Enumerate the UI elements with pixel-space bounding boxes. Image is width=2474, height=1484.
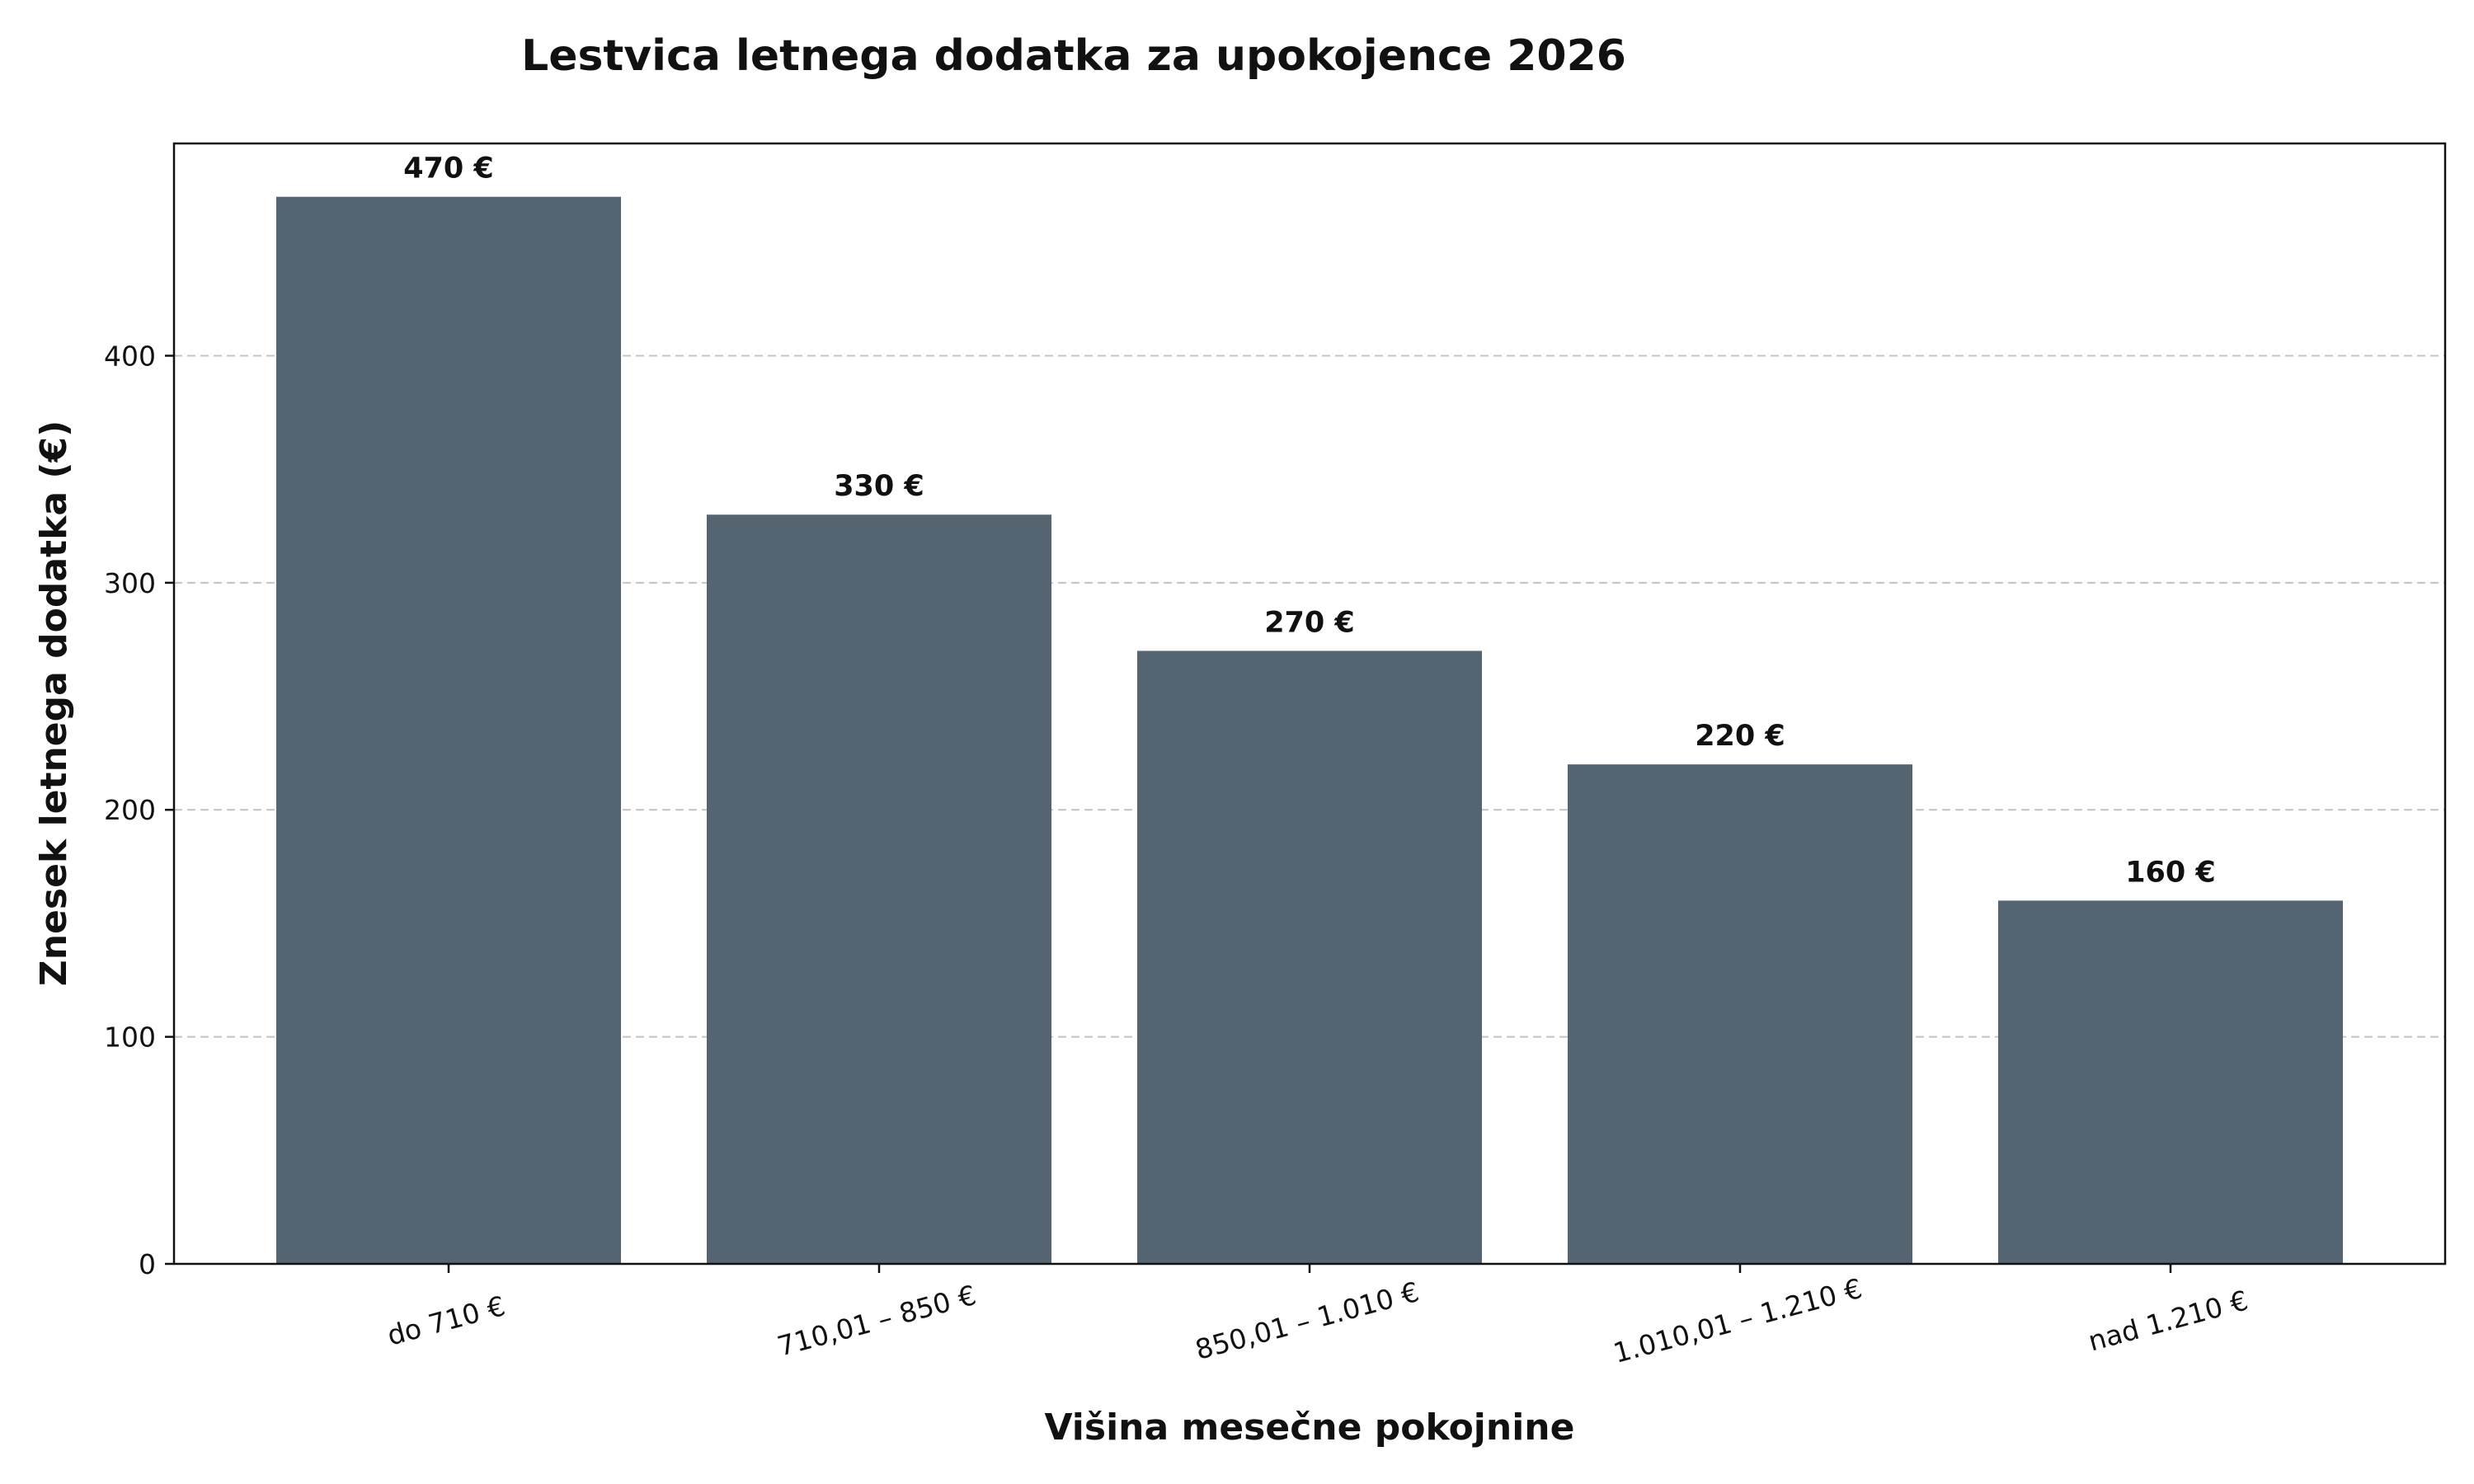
data-label: 220 € bbox=[1695, 720, 1785, 753]
chart-title: Lestvica letnega dodatka za upokojence 2… bbox=[521, 31, 1626, 81]
x-tick-label: 710,01 – 850 € bbox=[774, 1279, 979, 1363]
x-tick-label: 1.010,01 – 1.210 € bbox=[1610, 1272, 1865, 1369]
bar bbox=[1137, 650, 1482, 1264]
data-label: 330 € bbox=[834, 470, 924, 503]
data-label: 270 € bbox=[1264, 606, 1355, 639]
data-labels: 470 € 330 € 270 € 220 € 160 € bbox=[403, 153, 2216, 890]
bar bbox=[276, 196, 621, 1265]
bar bbox=[1998, 900, 2343, 1264]
y-tick-label: 400 bbox=[104, 340, 156, 372]
y-tick-label: 200 bbox=[104, 794, 156, 826]
x-tick-label: nad 1.210 € bbox=[2085, 1284, 2251, 1357]
y-axis: 0 100 200 300 400 bbox=[104, 340, 174, 1280]
x-tick-label: 850,01 – 1.010 € bbox=[1192, 1275, 1422, 1366]
y-tick-label: 300 bbox=[104, 567, 156, 599]
data-label: 160 € bbox=[2125, 856, 2216, 889]
y-tick-label: 100 bbox=[104, 1021, 156, 1054]
y-axis-label: Znesek letnega dodatka (€) bbox=[33, 420, 75, 986]
bar bbox=[1568, 764, 1912, 1264]
x-axis-label: Višina mesečne pokojnine bbox=[1045, 1407, 1575, 1449]
bar bbox=[707, 514, 1051, 1264]
data-label: 470 € bbox=[403, 153, 494, 186]
x-axis: do 710 € 710,01 – 850 € 850,01 – 1.010 € 1.… bbox=[383, 1264, 2251, 1369]
y-tick-label: 0 bbox=[139, 1248, 156, 1280]
x-tick-label: do 710 € bbox=[383, 1289, 508, 1351]
bars bbox=[276, 196, 2343, 1265]
